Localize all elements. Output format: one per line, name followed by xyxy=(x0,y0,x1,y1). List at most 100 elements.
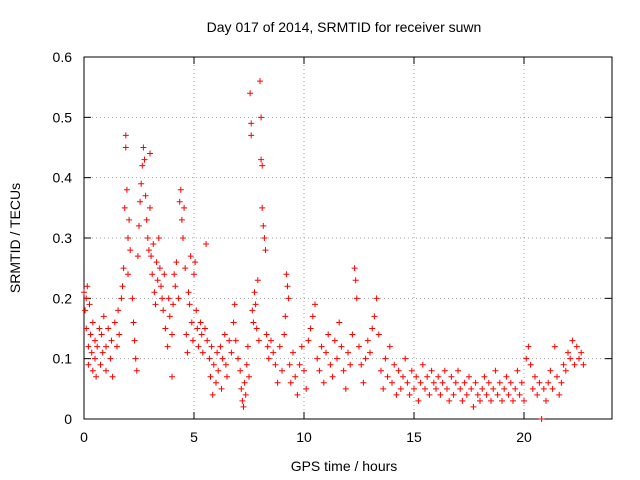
x-tick-label: 15 xyxy=(406,429,422,445)
data-point xyxy=(439,379,446,386)
data-point xyxy=(237,367,244,374)
data-point xyxy=(384,373,391,380)
data-point xyxy=(153,259,160,266)
data-point xyxy=(307,325,314,332)
data-point xyxy=(238,385,245,392)
data-point xyxy=(164,343,171,350)
data-point xyxy=(178,216,185,223)
data-point xyxy=(569,337,576,344)
data-point xyxy=(87,331,94,338)
data-point xyxy=(165,295,172,302)
data-point xyxy=(286,361,293,368)
data-point xyxy=(151,289,158,296)
data-point xyxy=(162,325,169,332)
data-point xyxy=(88,349,95,356)
data-point xyxy=(400,373,406,380)
data-point xyxy=(203,241,210,248)
data-point xyxy=(183,331,190,338)
data-point xyxy=(127,247,134,254)
data-point xyxy=(481,373,488,380)
data-point xyxy=(141,156,148,163)
data-point xyxy=(215,367,222,374)
data-point xyxy=(257,78,263,85)
data-point xyxy=(268,337,274,344)
data-point xyxy=(209,391,216,398)
data-point xyxy=(525,343,532,350)
data-point xyxy=(573,343,580,350)
axis-ticks: 0 5 10 15 20 0 0.1 0.2 0.3 0.4 0.5 0.6 xyxy=(53,49,612,445)
data-point xyxy=(391,361,398,368)
data-point xyxy=(93,373,100,380)
data-point xyxy=(461,379,468,386)
data-point xyxy=(406,391,413,398)
y-tick-label: 0.5 xyxy=(53,109,73,125)
data-point xyxy=(472,379,479,386)
data-point xyxy=(111,319,118,326)
data-point xyxy=(155,235,162,241)
data-point xyxy=(397,385,404,392)
data-point xyxy=(424,373,431,380)
data-point xyxy=(345,349,351,356)
data-point xyxy=(512,385,519,392)
data-point xyxy=(172,283,179,290)
data-point xyxy=(479,385,486,392)
data-point xyxy=(189,337,196,344)
data-point xyxy=(258,114,265,121)
data-point xyxy=(180,235,186,241)
data-point xyxy=(166,313,173,320)
data-point xyxy=(242,391,249,398)
data-point xyxy=(139,162,146,169)
data-point xyxy=(477,397,483,404)
data-point xyxy=(246,373,252,380)
data-point xyxy=(457,385,464,392)
data-point xyxy=(578,349,585,356)
data-point xyxy=(97,361,104,368)
data-point xyxy=(175,295,182,302)
data-point xyxy=(250,319,257,326)
data-point xyxy=(228,349,235,356)
data-point xyxy=(219,355,226,362)
data-point xyxy=(177,186,184,193)
data-point xyxy=(450,391,457,398)
data-point xyxy=(210,361,217,368)
data-point xyxy=(312,301,318,308)
data-point xyxy=(545,379,552,386)
data-point xyxy=(309,313,316,320)
data-point xyxy=(85,343,92,350)
data-point xyxy=(292,373,299,380)
data-point xyxy=(408,367,415,374)
data-point xyxy=(490,385,497,392)
data-point xyxy=(230,319,237,326)
data-point xyxy=(338,343,345,350)
x-tick-label: 0 xyxy=(80,429,88,445)
data-point xyxy=(488,397,494,404)
data-point xyxy=(556,391,563,398)
data-point xyxy=(468,385,475,392)
data-point xyxy=(89,319,96,326)
data-point xyxy=(114,343,120,350)
data-point xyxy=(327,361,334,368)
data-point xyxy=(260,222,267,229)
data-point xyxy=(576,355,582,362)
data-point xyxy=(176,198,183,205)
data-point xyxy=(118,295,125,302)
data-point xyxy=(247,90,254,97)
data-point xyxy=(314,355,321,362)
x-tick-label: 5 xyxy=(190,429,198,445)
data-point xyxy=(356,343,362,350)
data-point xyxy=(218,385,225,392)
data-point xyxy=(375,331,382,338)
data-point xyxy=(452,379,459,386)
data-point xyxy=(303,385,310,392)
data-point xyxy=(103,367,109,374)
data-point xyxy=(187,253,194,260)
grid-lines xyxy=(84,57,612,419)
data-point xyxy=(148,253,155,260)
data-point xyxy=(323,349,329,356)
data-point xyxy=(532,373,538,380)
data-point xyxy=(270,349,277,356)
data-point xyxy=(115,307,122,314)
data-point xyxy=(413,373,420,380)
data-point xyxy=(202,325,208,332)
